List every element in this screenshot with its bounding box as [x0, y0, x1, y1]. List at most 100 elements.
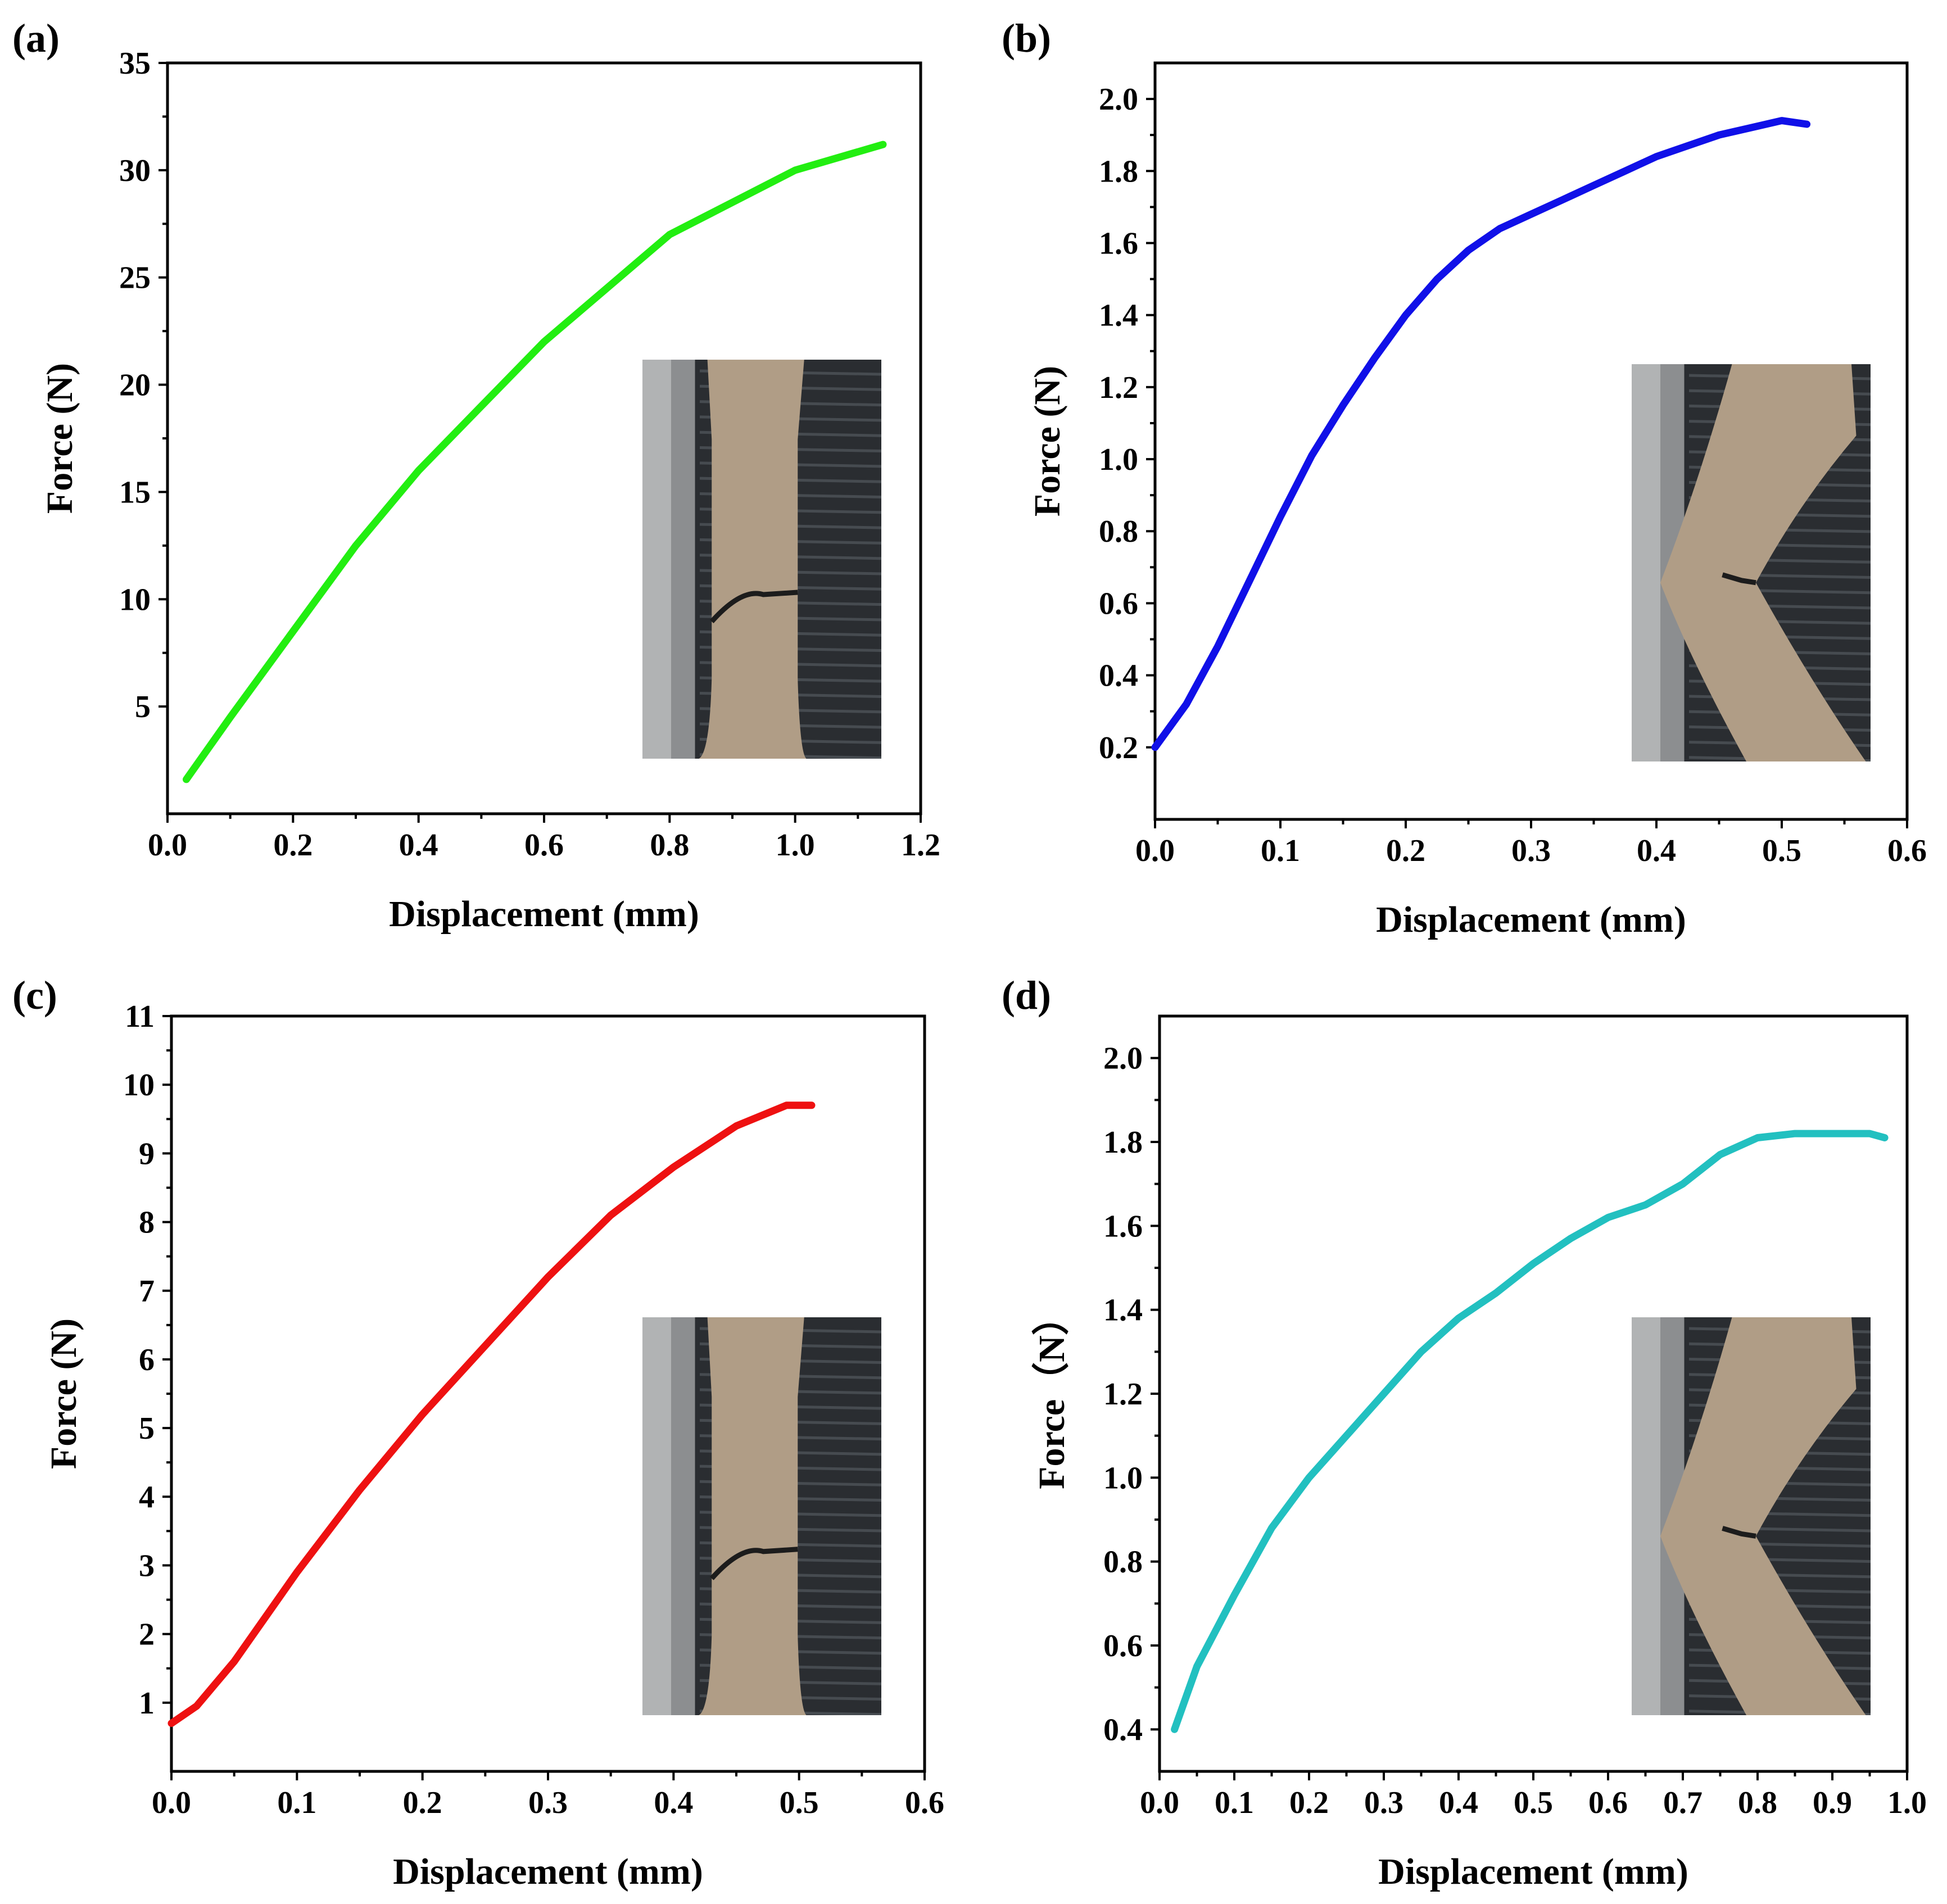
y-tick-label: 1.0	[1103, 1461, 1143, 1495]
x-axis-title: Displacement (mm)	[393, 1851, 703, 1892]
panel-label: (d)	[1002, 973, 1051, 1018]
y-tick-label: 0.8	[1099, 514, 1138, 549]
y-tick-label: 11	[125, 999, 155, 1034]
x-tick-label: 0.2	[1386, 833, 1425, 868]
x-tick-label: 0.2	[1289, 1785, 1329, 1820]
paper-specimen	[1660, 1317, 1866, 1715]
y-tick-label: 0.2	[1099, 731, 1138, 765]
y-tick-label: 9	[139, 1136, 155, 1171]
y-tick-label: 2	[139, 1617, 155, 1652]
paper-specimen	[699, 1317, 807, 1715]
x-tick-label: 0.1	[277, 1785, 316, 1820]
specimen-photo-inset	[1632, 364, 1871, 761]
x-tick-label: 0.8	[1738, 1785, 1777, 1820]
x-tick-label: 0.4	[1637, 833, 1676, 868]
x-tick-label: 0.6	[524, 828, 564, 863]
series-line-b	[1151, 117, 1811, 751]
x-tick-label: 0.9	[1813, 1785, 1852, 1820]
y-tick-label: 1.2	[1099, 370, 1138, 405]
series-line-c	[167, 1101, 816, 1727]
y-tick-label: 30	[119, 153, 151, 188]
y-tick-label: 1.8	[1103, 1125, 1143, 1160]
x-tick-label: 1.0	[776, 828, 815, 863]
y-tick-label: 1.6	[1103, 1209, 1143, 1244]
specimen-photo-inset	[642, 1317, 881, 1715]
x-tick-label: 0.3	[528, 1785, 568, 1820]
x-tick-label: 0.6	[905, 1785, 944, 1820]
y-tick-label: 25	[119, 261, 151, 296]
paper-specimen	[699, 360, 807, 759]
y-tick-label: 4	[139, 1480, 155, 1515]
x-tick-label: 0.5	[780, 1785, 819, 1820]
y-tick-label: 0.4	[1099, 659, 1138, 693]
x-axis-title: Displacement (mm)	[1378, 1851, 1688, 1892]
fracture-crack	[709, 590, 798, 623]
chart-panel-b: 0.0 0.1 0.2 0.3 0.4 0.5 0.6 0.2 0.4 0.6 0.8 1.0 1.2 1…	[1002, 16, 1927, 940]
x-tick-label: 0.1	[1261, 833, 1300, 868]
x-axis-title: Displacement (mm)	[1376, 899, 1686, 940]
y-tick-label: 1	[139, 1686, 155, 1721]
y-tick-label: 1.2	[1103, 1377, 1143, 1412]
x-tick-label: 0.0	[152, 1785, 191, 1820]
y-axis-title: Force (N)	[39, 363, 80, 514]
y-tick-label: 0.4	[1103, 1712, 1143, 1747]
x-tick-label: 0.0	[1140, 1785, 1179, 1820]
x-tick-label: 0.5	[1762, 833, 1801, 868]
y-tick-label: 10	[119, 582, 151, 617]
panel-label: (a)	[12, 16, 60, 61]
y-tick-label: 1.6	[1099, 226, 1138, 261]
y-tick-label: 15	[119, 475, 151, 510]
y-tick-label: 1.8	[1099, 154, 1138, 189]
y-tick-label: 7	[139, 1274, 155, 1309]
y-tick-label: 6	[139, 1343, 155, 1377]
series-line-a	[183, 140, 887, 783]
x-tick-label: 1.0	[1887, 1785, 1927, 1820]
y-tick-label: 1.4	[1099, 298, 1138, 333]
fracture-crack	[1722, 572, 1756, 586]
y-tick-label: 3	[139, 1548, 155, 1583]
panel-label: (c)	[12, 973, 57, 1018]
x-tick-label: 0.3	[1364, 1785, 1403, 1820]
x-tick-label: 0.4	[654, 1785, 693, 1820]
y-tick-label: 0.6	[1103, 1629, 1143, 1663]
y-axis-title: Force（N）	[1031, 1298, 1072, 1489]
y-axis-title: Force (N)	[1027, 366, 1068, 516]
x-tick-label: 0.3	[1511, 833, 1551, 868]
x-tick-label: 0.1	[1215, 1785, 1254, 1820]
fracture-crack	[1722, 1526, 1756, 1539]
y-tick-label: 1.0	[1099, 442, 1138, 477]
y-tick-label: 0.8	[1103, 1545, 1143, 1580]
chart-panel-d: 0.0 0.1 0.2 0.3 0.4 0.5 0.6 0.7 0.8 0.9 1.0 0.4 0.6 0…	[1002, 973, 1927, 1892]
x-tick-label: 0.7	[1663, 1785, 1703, 1820]
x-tick-label: 0.2	[273, 828, 313, 863]
x-tick-label: 0.0	[1135, 833, 1175, 868]
panel-label: (b)	[1002, 16, 1051, 61]
y-tick-label: 2.0	[1103, 1041, 1143, 1076]
specimen-photo-inset	[642, 360, 881, 759]
x-tick-label: 0.5	[1514, 1785, 1553, 1820]
y-tick-label: 5	[135, 690, 151, 724]
x-tick-label: 0.4	[399, 828, 438, 863]
chart-panel-c: 0.0 0.1 0.2 0.3 0.4 0.5 0.6 1 2 3 4 5 6 7 8 9 10 11 Displa…	[12, 973, 944, 1892]
chart-panel-a: 0.0 0.2 0.4 0.6 0.8 1.0 1.2 5 10 15 20 25 30 35 Displa…	[12, 16, 940, 935]
y-tick-label: 5	[139, 1411, 155, 1446]
x-axis-title: Displacement (mm)	[389, 894, 699, 935]
x-tick-label: 0.2	[403, 1785, 442, 1820]
x-tick-label: 0.8	[650, 828, 689, 863]
x-tick-label: 0.4	[1439, 1785, 1478, 1820]
fracture-crack	[709, 1547, 798, 1580]
series-line-d	[1171, 1130, 1889, 1733]
y-tick-label: 8	[139, 1205, 155, 1240]
x-tick-label: 0.6	[1588, 1785, 1628, 1820]
y-tick-label: 0.6	[1099, 586, 1138, 621]
y-tick-label: 20	[119, 368, 151, 403]
y-tick-label: 2.0	[1099, 82, 1138, 117]
specimen-photo-inset	[1632, 1317, 1871, 1715]
y-tick-label: 35	[119, 46, 151, 81]
paper-specimen	[1660, 364, 1866, 761]
x-tick-label: 0.0	[148, 828, 187, 863]
x-tick-label: 0.6	[1887, 833, 1927, 868]
y-axis-title: Force (N)	[43, 1318, 84, 1469]
x-tick-label: 1.2	[901, 828, 940, 863]
